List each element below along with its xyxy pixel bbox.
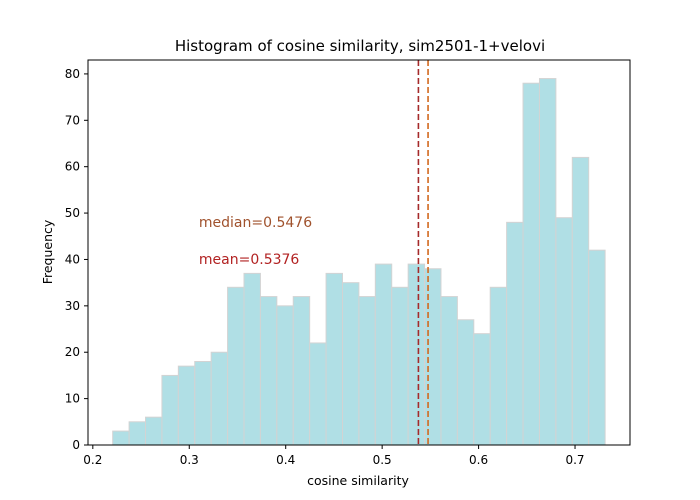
plot-frame <box>87 59 631 446</box>
histogram-bar <box>456 319 475 446</box>
x-axis-label: cosine similarity <box>307 473 409 488</box>
histogram-bar <box>177 365 196 446</box>
histogram-bar <box>259 296 278 446</box>
histogram-bar <box>571 156 590 446</box>
histogram-bar <box>440 296 458 446</box>
y-tick-label: 30 <box>65 299 80 313</box>
histogram-bar <box>407 263 426 446</box>
y-tick-label: 20 <box>65 345 80 359</box>
histogram-bar <box>243 272 261 446</box>
annotation-label: median=0.5476 <box>199 215 312 231</box>
y-tick-label: 70 <box>65 113 80 127</box>
x-tick-label: 0.7 <box>565 453 584 467</box>
y-tick-label: 80 <box>65 67 80 81</box>
x-tick-label: 0.4 <box>276 453 295 467</box>
histogram-bar <box>489 286 508 446</box>
y-tick-label: 0 <box>72 438 80 452</box>
histogram-bar <box>227 286 245 446</box>
histogram-bar <box>341 282 360 446</box>
annotation-label: mean=0.5376 <box>199 252 300 268</box>
histogram-bar <box>522 82 540 446</box>
y-tick-label: 10 <box>65 392 80 406</box>
x-tick-label: 0.3 <box>180 453 199 467</box>
histogram-bar <box>292 296 311 446</box>
x-tick-label: 0.5 <box>373 453 392 467</box>
histogram-bar <box>473 333 491 446</box>
reference-lines <box>417 60 429 445</box>
histogram-bar <box>112 430 130 446</box>
x-tick-label: 0.2 <box>83 453 102 467</box>
y-axis-label: Frequency <box>40 219 55 284</box>
histogram-bar <box>424 268 442 446</box>
histogram-bar <box>161 374 179 446</box>
histogram-bar <box>506 221 524 446</box>
histogram-bar <box>391 286 409 446</box>
bars-group <box>112 78 606 446</box>
histogram-bar <box>128 421 147 446</box>
histogram-bar <box>555 217 573 446</box>
annotations-group: median=0.5476 mean=0.5376 <box>199 215 312 268</box>
histogram-bar <box>374 263 393 446</box>
histogram-bar <box>358 296 376 446</box>
histogram-bar <box>325 272 343 446</box>
histogram-bar <box>210 351 229 446</box>
histogram-bar <box>145 416 163 446</box>
chart-title: Histogram of cosine similarity, sim2501-… <box>175 37 545 55</box>
y-axis-ticks: 0 10 20 30 40 50 60 70 80 <box>65 67 88 452</box>
histogram-bar <box>276 305 294 446</box>
y-tick-label: 40 <box>65 252 80 266</box>
histogram-bar <box>588 249 606 446</box>
y-tick-label: 50 <box>65 206 80 220</box>
histogram-bar <box>309 342 327 446</box>
histogram-bar <box>194 361 212 446</box>
y-tick-label: 60 <box>65 160 80 174</box>
x-tick-label: 0.6 <box>469 453 488 467</box>
x-axis-ticks: 0.2 0.3 0.4 0.5 0.6 0.7 <box>83 445 585 467</box>
histogram-bar <box>538 78 557 446</box>
